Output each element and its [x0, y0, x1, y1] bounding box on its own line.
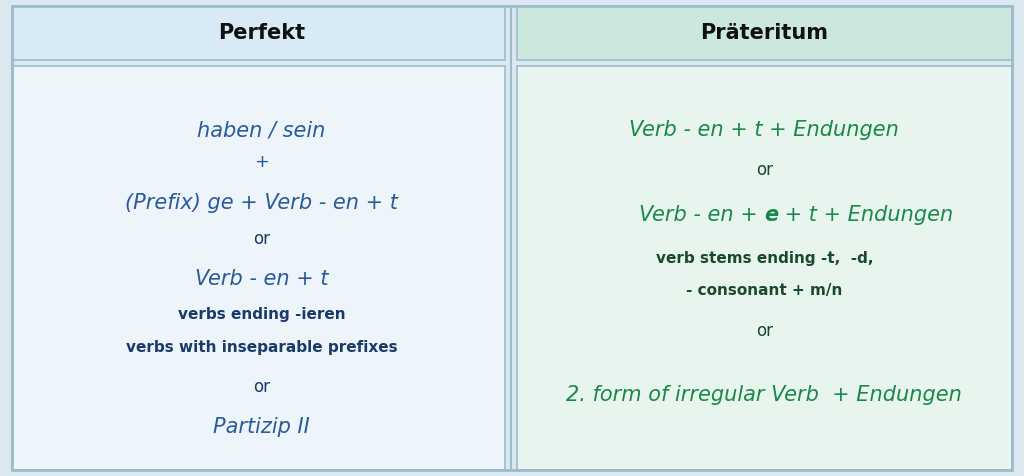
Text: or: or — [253, 230, 270, 248]
Text: or: or — [253, 378, 270, 396]
Text: or: or — [756, 161, 773, 179]
FancyBboxPatch shape — [517, 66, 1012, 470]
Text: verb stems ending -t,  -d,: verb stems ending -t, -d, — [655, 251, 873, 266]
Text: (Prefix) ge + Verb - en + t: (Prefix) ge + Verb - en + t — [125, 193, 398, 213]
Text: +: + — [254, 153, 269, 171]
Text: Perfekt: Perfekt — [218, 23, 305, 43]
Text: Verb - en + t + Endungen: Verb - en + t + Endungen — [630, 120, 899, 140]
Text: or: or — [756, 322, 773, 340]
Text: Partizip II: Partizip II — [213, 417, 310, 437]
Text: verbs with inseparable prefixes: verbs with inseparable prefixes — [126, 339, 397, 355]
Text: Präteritum: Präteritum — [700, 23, 828, 43]
Text: 2. form of irregular Verb  + Endungen: 2. form of irregular Verb + Endungen — [566, 385, 963, 405]
Text: verbs ending -ieren: verbs ending -ieren — [178, 307, 345, 322]
Text: e: e — [764, 205, 778, 225]
FancyBboxPatch shape — [12, 66, 505, 470]
Text: haben / sein: haben / sein — [198, 120, 326, 140]
Text: Verb - en + t: Verb - en + t — [195, 269, 329, 289]
Text: + t + Endungen: + t + Endungen — [778, 205, 953, 225]
Text: Verb - en +: Verb - en + — [639, 205, 764, 225]
FancyBboxPatch shape — [12, 6, 505, 60]
FancyBboxPatch shape — [517, 6, 1012, 60]
Text: - consonant + m/n: - consonant + m/n — [686, 283, 843, 298]
